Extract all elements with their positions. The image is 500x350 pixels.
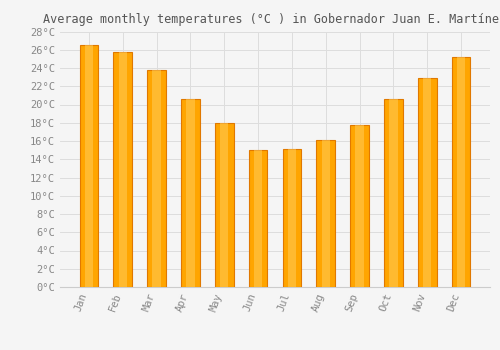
Bar xyxy=(282,149,301,287)
Bar xyxy=(423,78,432,287)
Bar xyxy=(288,149,296,287)
Bar xyxy=(220,123,228,287)
Bar xyxy=(418,78,436,287)
Bar xyxy=(384,99,403,287)
Bar xyxy=(152,70,160,287)
Bar xyxy=(147,70,166,287)
Bar xyxy=(452,57,470,287)
Bar xyxy=(215,123,234,287)
Bar xyxy=(316,140,335,287)
Bar xyxy=(457,57,466,287)
Bar xyxy=(80,45,98,287)
Bar xyxy=(118,51,127,287)
Title: Average monthly temperatures (°C ) in Gobernador Juan E. Martínez: Average monthly temperatures (°C ) in Go… xyxy=(44,13,500,26)
Bar xyxy=(390,99,398,287)
Bar xyxy=(322,140,330,287)
Bar xyxy=(84,45,93,287)
Bar xyxy=(350,125,369,287)
Bar xyxy=(181,99,200,287)
Bar xyxy=(114,51,132,287)
Bar xyxy=(249,150,268,287)
Bar xyxy=(254,150,262,287)
Bar xyxy=(186,99,194,287)
Bar xyxy=(356,125,364,287)
